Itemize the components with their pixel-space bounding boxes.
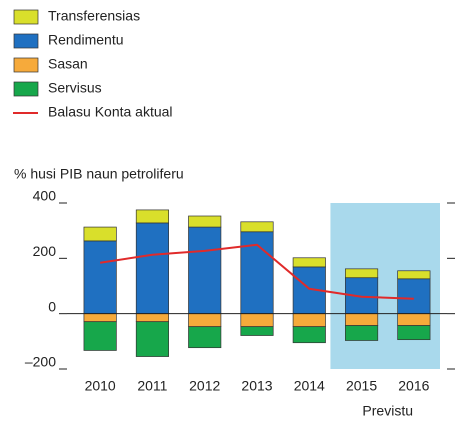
legend-swatch (13, 9, 39, 25)
bar-segment (397, 278, 431, 315)
legend-label: Balasu Konta aktual (48, 104, 173, 120)
bar-segment (292, 326, 326, 344)
x-tick-label: 2010 (85, 378, 116, 394)
legend-label: Transferensias (48, 8, 140, 24)
bar-segment (397, 325, 431, 341)
x-tick-label: 2011 (137, 378, 167, 394)
x-tick-label: 2015 (346, 378, 377, 394)
legend-label: Servisus (48, 80, 102, 96)
y-tick-label: 0 (48, 298, 56, 314)
forecast-label: Previstu (362, 403, 413, 419)
bar-segment (188, 326, 222, 349)
bar-segment (83, 240, 117, 315)
y-tick-label: 400 (33, 188, 57, 204)
legend-swatch (13, 33, 39, 49)
bar-segment (292, 257, 326, 268)
bar-segment (345, 268, 379, 279)
bar-segment (240, 313, 274, 328)
bar-segment (188, 215, 222, 228)
chart-subtitle: % husi PIB naun petroliferu (14, 166, 184, 182)
bar-segment (240, 326, 274, 336)
bar-segment (83, 226, 117, 242)
bar-segment (135, 209, 169, 224)
y-tick-label: 200 (33, 243, 57, 259)
x-tick-label: 2012 (189, 378, 220, 394)
bar-segment (240, 221, 274, 233)
legend-swatch (13, 81, 39, 97)
bar-segment (397, 313, 431, 326)
bar-segment (345, 325, 379, 341)
legend-label: Rendimentu (48, 32, 124, 48)
legend-swatch (13, 57, 39, 73)
bar-segment (397, 270, 431, 280)
bar-segment (135, 222, 169, 315)
balance-line (99, 243, 414, 300)
x-tick-label: 2016 (398, 378, 429, 394)
legend-label: Sasan (48, 56, 88, 72)
x-tick-label: 2014 (294, 378, 325, 394)
bar-segment (135, 321, 169, 357)
y-tick-label: –200 (25, 354, 56, 370)
bar-segment (188, 313, 222, 328)
bar-segment (83, 321, 117, 351)
bar-segment (188, 226, 222, 315)
bar-segment (345, 313, 379, 326)
x-tick-label: 2013 (241, 378, 272, 394)
bar-segment (83, 313, 117, 323)
bar-segment (135, 313, 169, 323)
bar-segment (292, 313, 326, 328)
